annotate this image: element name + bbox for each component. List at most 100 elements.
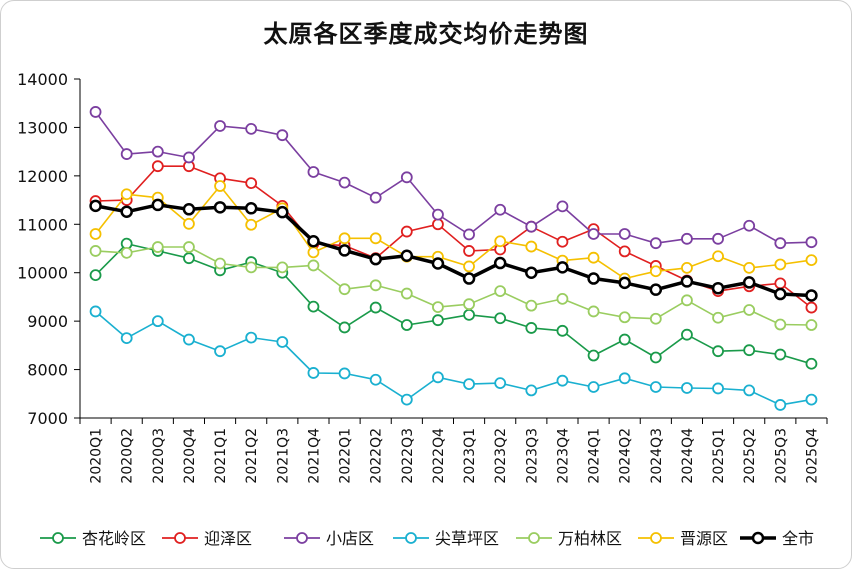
data-point bbox=[805, 319, 818, 331]
data-point bbox=[649, 351, 662, 364]
data-point bbox=[214, 120, 226, 132]
data-point bbox=[245, 218, 258, 231]
legend-label: 尖草坪区 bbox=[435, 529, 499, 548]
data-point bbox=[618, 245, 631, 258]
data-point bbox=[183, 252, 195, 265]
data-point bbox=[432, 314, 444, 327]
data-point bbox=[307, 166, 320, 178]
data-point bbox=[587, 381, 600, 393]
legend-marker bbox=[296, 532, 308, 544]
x-tick-label: 2024Q3 bbox=[649, 428, 665, 484]
data-point bbox=[743, 261, 756, 274]
x-tick-label: 2024Q1 bbox=[587, 428, 603, 484]
data-point bbox=[276, 261, 289, 274]
legend-label: 迎泽区 bbox=[204, 529, 252, 548]
x-tick-label: 2023Q3 bbox=[524, 428, 540, 484]
y-tick-label: 9000 bbox=[27, 312, 68, 331]
x-tick-label: 2020Q4 bbox=[182, 428, 198, 484]
data-point bbox=[681, 294, 693, 307]
data-point bbox=[463, 260, 475, 273]
data-point bbox=[369, 301, 382, 314]
data-point bbox=[712, 250, 724, 263]
data-point bbox=[89, 269, 102, 282]
data-point bbox=[494, 377, 507, 390]
legend-label: 万柏林区 bbox=[558, 529, 622, 548]
data-point bbox=[120, 205, 133, 218]
data-point bbox=[151, 198, 165, 212]
data-point bbox=[276, 129, 289, 142]
data-point bbox=[587, 251, 600, 264]
data-point bbox=[681, 232, 693, 245]
x-tick-label: 2024Q2 bbox=[618, 428, 634, 484]
data-point bbox=[587, 349, 600, 362]
data-point bbox=[400, 393, 413, 406]
x-tick-label: 2022Q2 bbox=[369, 428, 385, 484]
data-point bbox=[525, 322, 538, 334]
data-point bbox=[120, 188, 133, 201]
x-tick-label: 2021Q4 bbox=[306, 428, 322, 484]
legend-marker bbox=[405, 532, 417, 544]
data-point bbox=[743, 304, 756, 316]
x-tick-label: 2021Q2 bbox=[244, 428, 260, 484]
data-point bbox=[618, 228, 631, 240]
data-point bbox=[556, 235, 569, 248]
data-point bbox=[649, 312, 662, 325]
x-tick-label: 2021Q3 bbox=[275, 428, 291, 484]
legend-marker bbox=[751, 531, 765, 545]
data-point bbox=[338, 244, 351, 257]
series-line bbox=[95, 203, 812, 298]
y-tick-label: 10000 bbox=[17, 264, 68, 283]
data-point bbox=[649, 283, 663, 296]
series-line bbox=[94, 185, 812, 280]
data-point bbox=[307, 246, 320, 259]
data-point bbox=[463, 228, 475, 241]
data-point bbox=[774, 399, 787, 411]
data-point bbox=[805, 289, 818, 302]
data-point bbox=[214, 180, 226, 192]
x-tick-label: 2020Q2 bbox=[120, 428, 136, 484]
data-point bbox=[556, 324, 569, 337]
data-point bbox=[369, 232, 382, 245]
data-point bbox=[805, 254, 818, 267]
data-point bbox=[463, 378, 475, 391]
data-point bbox=[743, 344, 756, 357]
data-point bbox=[276, 205, 289, 219]
data-point bbox=[774, 277, 787, 290]
data-point bbox=[338, 367, 351, 380]
series-line bbox=[95, 310, 812, 406]
data-point bbox=[463, 245, 475, 257]
data-point bbox=[774, 318, 787, 331]
data-point bbox=[307, 300, 320, 313]
legend-marker bbox=[528, 532, 540, 544]
x-tick-label: 2023Q4 bbox=[555, 428, 571, 484]
data-point bbox=[774, 258, 787, 271]
data-point bbox=[307, 234, 320, 248]
data-point bbox=[214, 257, 226, 270]
data-point bbox=[151, 241, 164, 253]
data-point bbox=[556, 261, 569, 274]
data-point bbox=[369, 191, 382, 204]
x-tick-label: 2022Q3 bbox=[400, 428, 416, 484]
data-point bbox=[494, 203, 507, 216]
y-tick-label: 11000 bbox=[17, 215, 68, 234]
legend-marker bbox=[174, 532, 186, 544]
data-point bbox=[400, 319, 413, 331]
data-point bbox=[618, 372, 631, 385]
legend-label: 全市 bbox=[782, 529, 814, 548]
x-tick-label: 2025Q4 bbox=[804, 428, 820, 484]
data-point bbox=[493, 256, 507, 270]
data-point bbox=[743, 384, 756, 397]
data-point bbox=[774, 287, 787, 301]
data-point bbox=[681, 382, 693, 394]
data-point bbox=[182, 203, 196, 216]
x-tick-label: 2024Q4 bbox=[680, 428, 696, 484]
data-point bbox=[712, 232, 724, 245]
legend-marker bbox=[52, 532, 64, 544]
data-point bbox=[525, 220, 538, 233]
data-point bbox=[805, 236, 818, 249]
data-point bbox=[120, 246, 133, 259]
x-tick-label: 2020Q3 bbox=[151, 428, 167, 484]
legend-label: 杏花岭区 bbox=[82, 529, 146, 548]
data-point bbox=[711, 281, 725, 295]
